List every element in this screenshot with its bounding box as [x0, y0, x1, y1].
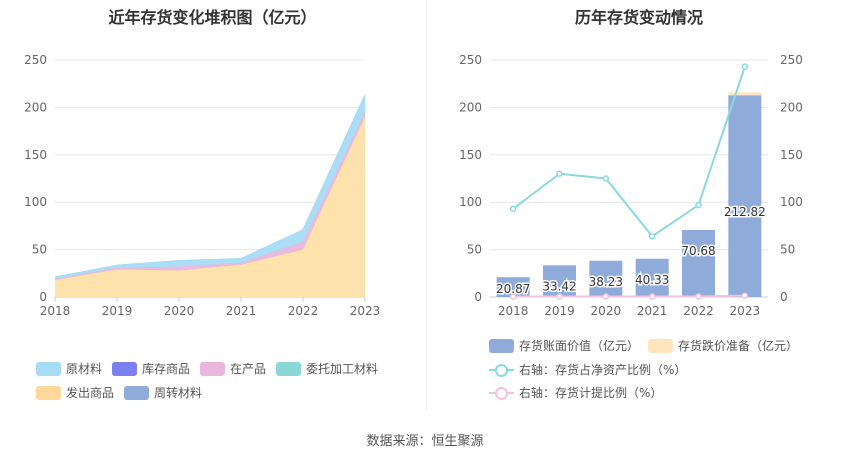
y2-tick-label: 100 [780, 195, 803, 209]
legend-swatch [200, 361, 225, 376]
legend-label: 存货跌价准备（亿元） [678, 339, 799, 353]
legend-swatch [36, 385, 61, 400]
legend-label: 右轴：存货计提比例（%） [519, 386, 663, 400]
bar-book-value [589, 260, 623, 297]
panel-divider [426, 0, 427, 410]
x-tick-label: 2020 [591, 304, 622, 318]
line-point [648, 233, 656, 240]
legend-item-book-value[interactable]: 存货账面价值（亿元） [489, 337, 639, 354]
y2-tick-label: 250 [780, 53, 803, 67]
y-tick-label: 0 [474, 290, 482, 304]
x-tick-label: 2020 [164, 304, 195, 318]
stacked-area-chart: 0 50 100 150 200 250 2018 2019 2020 2021 2022 2023 [24, 53, 381, 318]
y2-tick-label: 50 [780, 243, 795, 257]
area-发出商品 [55, 116, 365, 297]
line-series-1 [512, 66, 746, 238]
line-point [648, 293, 656, 300]
bar-book-value [728, 95, 762, 297]
y2-tick-label: 150 [780, 148, 803, 162]
y-tick-label: 200 [459, 100, 482, 114]
legend-label: 周转材料 [154, 386, 203, 400]
legend-item-impairment[interactable]: 存货跌价准备（亿元） [648, 337, 798, 354]
bar-impairment [728, 92, 762, 96]
bar-value-label: 38.23 [589, 275, 623, 289]
bar-book-value [496, 277, 530, 297]
bar-value-label: 33.42 [542, 279, 576, 293]
x-tick-label: 2022 [683, 304, 714, 318]
line-point [741, 63, 749, 70]
legend-swatch [648, 338, 673, 353]
y-tick-label: 250 [459, 53, 482, 67]
legend-item-turnover-materials[interactable]: 周转材料 [124, 384, 202, 401]
y-tick-label: 150 [459, 148, 482, 162]
y2-tick-label: 200 [780, 100, 803, 114]
line-point [556, 293, 563, 300]
legend-swatch [112, 361, 137, 376]
inventory-bar-line-chart: 0 50 100 150 200 250 0 50 100 150 200 250 2018 2019 20… [459, 53, 803, 318]
line-point [509, 293, 517, 300]
y-tick-label: 250 [24, 53, 47, 67]
bar-book-value [635, 258, 669, 297]
legend-label: 在产品 [230, 362, 267, 376]
x-tick-label: 2019 [544, 304, 575, 318]
x-tick-label: 2019 [102, 304, 133, 318]
legend-swatch [36, 361, 61, 376]
y-tick-label: 100 [24, 195, 47, 209]
legend-item-raw-materials[interactable]: 原材料 [36, 360, 102, 377]
y-tick-label: 200 [24, 100, 47, 114]
x-tick-label: 2021 [637, 304, 668, 318]
y-tick-label: 50 [467, 243, 482, 257]
legend-label: 发出商品 [66, 386, 115, 400]
y-tick-label: 50 [32, 243, 47, 257]
line-point [509, 205, 517, 213]
area-edge-原材料 [54, 94, 366, 278]
bar-value-label: 70.68 [681, 244, 715, 258]
line-point [741, 292, 749, 299]
x-tick-label: 2023 [730, 304, 761, 318]
legend-label: 原材料 [66, 362, 103, 376]
legend-swatch [489, 338, 514, 353]
x-tick-label: 2023 [350, 304, 381, 318]
legend-item-finished-goods[interactable]: 库存商品 [112, 360, 190, 377]
line-point [695, 201, 702, 209]
y-tick-label: 150 [24, 148, 47, 162]
left-chart-title: 近年存货变化堆积图（亿元） [108, 8, 317, 27]
line-point [602, 175, 610, 182]
x-tick-label: 2021 [226, 304, 257, 318]
bar-book-value [682, 229, 715, 297]
y-tick-label: 0 [39, 290, 47, 304]
right-chart-title: 历年存货变动情况 [574, 8, 703, 27]
legend-swatch [276, 361, 301, 376]
legend-item-goods-shipped[interactable]: 发出商品 [36, 384, 114, 401]
legend-item-ratio-net-assets[interactable]: 右轴：存货占净资产比例（%） [489, 361, 686, 378]
line-series-2 [513, 294, 745, 298]
x-tick-label: 2022 [288, 304, 319, 318]
legend-swatch [124, 385, 149, 400]
legend-label: 委托加工材料 [306, 362, 379, 376]
x-tick-label: 2018 [40, 304, 71, 318]
y2-tick-label: 0 [780, 290, 788, 304]
line-point [602, 293, 610, 300]
legend-label: 存货账面价值（亿元） [519, 339, 640, 353]
line-point [695, 293, 702, 300]
bar-value-label: 40.33 [635, 273, 669, 287]
legend-line-swatch [489, 386, 514, 400]
legend-item-consigned-materials[interactable]: 委托加工材料 [276, 360, 378, 377]
legend-label: 库存商品 [142, 362, 191, 376]
y-tick-label: 100 [459, 195, 482, 209]
line-point [556, 170, 563, 178]
legend-label: 右轴：存货占净资产比例（%） [519, 363, 687, 377]
legend-item-provision-ratio[interactable]: 右轴：存货计提比例（%） [489, 384, 662, 401]
bar-value-label: 212.82 [724, 205, 766, 219]
legend-line-swatch [489, 363, 514, 377]
x-tick-label: 2018 [498, 304, 529, 318]
bar-value-label: 20.87 [496, 282, 530, 296]
data-source-note: 数据来源：恒生聚源 [366, 434, 484, 449]
bar-book-value [543, 265, 576, 297]
legend-item-wip[interactable]: 在产品 [200, 360, 266, 377]
